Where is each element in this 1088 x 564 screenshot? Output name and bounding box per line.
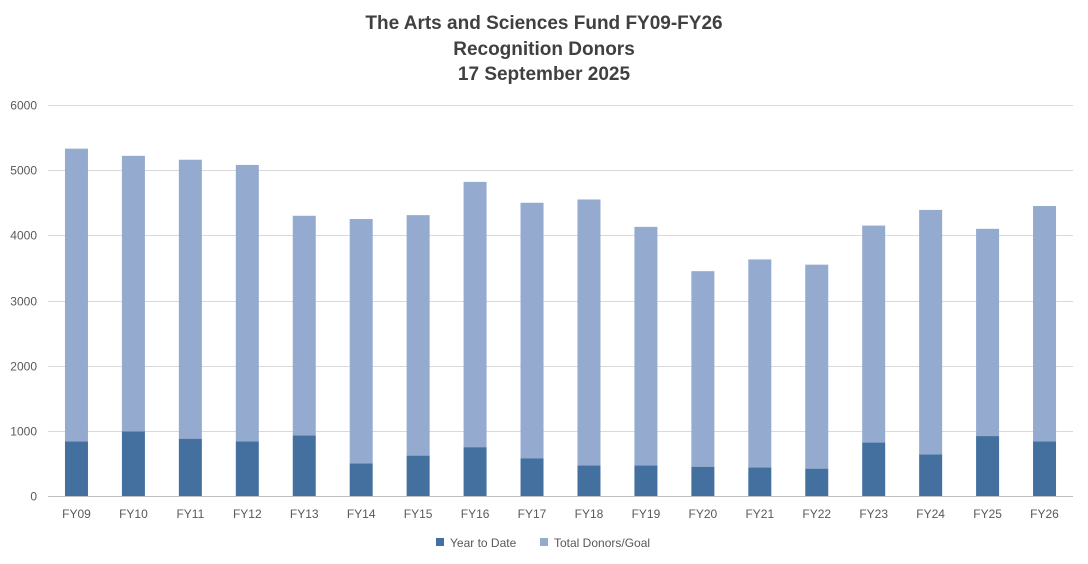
bar-year-to-date [178,438,202,496]
bar-year-to-date [691,466,715,496]
bar-total-donors-goal [178,159,202,439]
bar-year-to-date [634,465,658,496]
x-tick-label: FY22 [802,507,831,521]
bar-year-to-date [349,463,373,496]
bar-year-to-date [577,465,601,496]
bar-total-donors-goal [520,202,544,459]
y-tick-label: 6000 [10,99,37,113]
bar-total-donors-goal [976,228,1000,437]
bar-total-donors-goal [634,226,658,466]
bar-total-donors-goal [463,181,487,448]
bar-year-to-date [748,467,772,496]
y-axis-tick-labels: 0 1000 2000 3000 4000 5000 6000 [10,99,37,504]
bar-year-to-date [976,436,1000,496]
legend-label-total-donors-goal: Total Donors/Goal [554,536,650,550]
bar-year-to-date [805,468,829,496]
bar-total-donors-goal [862,225,886,443]
gridlines [48,105,1073,497]
bar-total-donors-goal [64,148,88,442]
bar-year-to-date [1033,441,1057,496]
bar-year-to-date [235,441,259,496]
x-tick-label: FY16 [461,507,490,521]
x-axis-tick-labels: FY09 FY10 FY11 FY12 FY13 FY14 FY15 FY16 FY17 FY18… [62,507,1059,521]
x-tick-label: FY12 [233,507,262,521]
bar-total-donors-goal [121,155,145,432]
x-tick-label: FY20 [689,507,718,521]
x-tick-label: FY14 [347,507,376,521]
bar-year-to-date [919,454,943,496]
bar-year-to-date [292,435,316,496]
y-tick-label: 1000 [10,425,37,439]
bar-total-donors-goal [1033,206,1057,442]
bar-year-to-date [520,458,544,496]
bar-total-donors-goal [292,215,316,436]
bar-year-to-date [463,447,487,497]
x-tick-label: FY18 [575,507,604,521]
bar-total-donors-goal [691,271,715,467]
bar-year-to-date [862,442,886,496]
bar-total-donors-goal [577,199,601,466]
bar-total-donors-goal [805,264,829,469]
x-tick-label: FY10 [119,507,148,521]
y-tick-label: 2000 [10,360,37,374]
x-tick-label: FY21 [745,507,774,521]
y-tick-label: 0 [30,490,37,504]
legend-swatch-year-to-date [436,538,444,546]
bar-year-to-date [406,455,430,496]
x-tick-label: FY19 [632,507,661,521]
legend-label-year-to-date: Year to Date [450,536,517,550]
bars [64,148,1057,497]
x-tick-label: FY13 [290,507,319,521]
x-tick-label: FY15 [404,507,433,521]
x-tick-label: FY24 [916,507,945,521]
y-tick-label: 4000 [10,229,37,243]
bar-total-donors-goal [235,164,259,442]
y-tick-label: 3000 [10,295,37,309]
y-tick-label: 5000 [10,164,37,178]
x-tick-label: FY25 [973,507,1002,521]
bar-year-to-date [121,431,145,496]
x-tick-label: FY09 [62,507,91,521]
x-tick-label: FY17 [518,507,547,521]
legend-swatch-total-donors-goal [540,538,548,546]
bar-total-donors-goal [349,219,373,464]
bar-total-donors-goal [406,215,430,456]
x-tick-label: FY23 [859,507,888,521]
bar-total-donors-goal [919,209,943,455]
chart-title-line-2: Recognition Donors [453,39,635,60]
bar-total-donors-goal [748,259,772,468]
x-tick-label: FY11 [176,507,204,521]
chart-title-line-1: The Arts and Sciences Fund FY09-FY26 [365,13,722,34]
x-tick-label: FY26 [1030,507,1059,521]
chart-title-line-3: 17 September 2025 [458,64,631,85]
legend: Year to Date Total Donors/Goal [436,536,650,550]
bar-year-to-date [64,441,88,496]
